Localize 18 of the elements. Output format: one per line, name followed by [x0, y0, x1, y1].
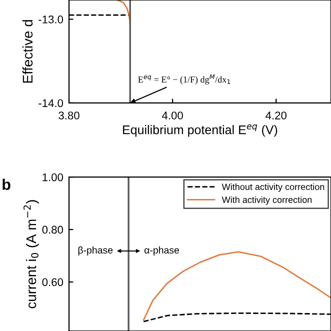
annotation: α-phase [144, 246, 180, 256]
y-axis-title: Effective d [22, 20, 33, 83]
y-tick-label: 0.60 [42, 278, 64, 286]
x-axis-title: Equilibrium potential E$^{eq}$ (V) [123, 124, 278, 137]
y-axis-title: current i$_{0}$ (A m$^{−2}$) [24, 200, 39, 308]
annotation: β-phase [78, 246, 113, 256]
y-tick-label: -13.0 [38, 16, 64, 24]
y-tick-label: -14.0 [38, 99, 64, 108]
line-series [116, 0, 131, 24]
y-tick-label: 1.00 [42, 173, 64, 182]
y-tick-label: 0.80 [42, 226, 64, 234]
text: b [2, 178, 10, 190]
annotation: E$^{eq}$ = E° − (1/F) dg$^{M}$/dx$_{1}$ [138, 74, 230, 84]
x-tick-label: 4.20 [266, 112, 286, 120]
legend-label: Without activity correction [222, 183, 324, 192]
x-tick-label: 4.00 [162, 112, 183, 120]
legend-label: With activity correction [222, 196, 312, 205]
x-tick-label: 3.80 [58, 112, 80, 120]
